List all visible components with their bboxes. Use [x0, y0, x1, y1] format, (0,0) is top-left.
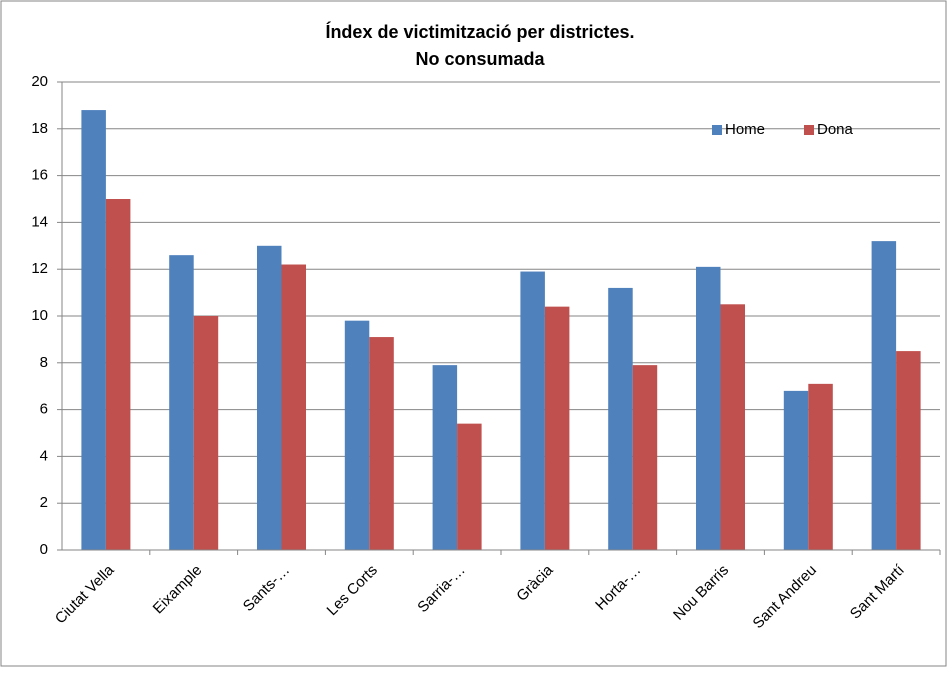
- legend-label: Dona: [817, 121, 854, 138]
- legend-swatch: [712, 125, 722, 135]
- y-tick-label: 6: [40, 401, 48, 418]
- y-tick-label: 10: [31, 307, 48, 324]
- bar: [193, 316, 219, 550]
- bar: [281, 264, 306, 550]
- y-tick-label: 18: [31, 120, 48, 137]
- y-tick-label: 4: [40, 447, 48, 464]
- bar: [808, 383, 833, 550]
- chart-title: Índex de victimització per districtes.: [325, 21, 634, 42]
- bar: [696, 266, 721, 550]
- bar: [432, 365, 458, 550]
- bar: [169, 255, 194, 550]
- y-tick-label: 8: [40, 354, 48, 371]
- y-tick-label: 14: [31, 213, 48, 230]
- bar: [632, 365, 658, 550]
- bar: [369, 337, 394, 550]
- bar: [105, 199, 131, 550]
- legend-swatch: [804, 125, 814, 135]
- bar: [544, 306, 570, 550]
- y-tick-label: 0: [40, 541, 48, 558]
- y-tick-label: 2: [40, 494, 48, 511]
- bar: [81, 110, 106, 550]
- bar: [896, 351, 921, 550]
- y-tick-label: 20: [31, 73, 48, 90]
- bar: [520, 271, 545, 550]
- bar: [257, 245, 282, 551]
- bar: [871, 241, 897, 550]
- bar: [344, 320, 370, 550]
- y-tick-label: 16: [31, 167, 48, 184]
- bar: [783, 390, 809, 550]
- chart-subtitle: No consumada: [415, 49, 545, 69]
- bar: [608, 287, 633, 550]
- legend-label: Home: [725, 121, 765, 138]
- bar: [457, 423, 482, 550]
- bar: [720, 304, 745, 550]
- y-tick-label: 12: [31, 260, 48, 277]
